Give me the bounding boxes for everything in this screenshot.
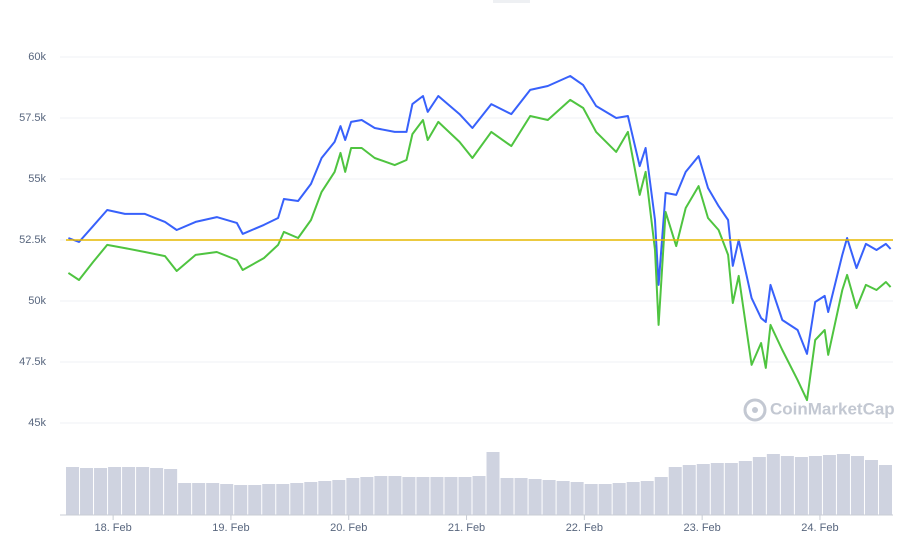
volume-bar: [780, 456, 794, 515]
volume-bar: [808, 456, 822, 515]
volume-bar: [192, 483, 206, 515]
volume-bar: [94, 468, 108, 515]
volume-bar: [570, 482, 584, 515]
y-tick-label: 50k: [28, 295, 46, 307]
volume-bar: [598, 484, 612, 515]
volume-bar: [668, 467, 682, 515]
volume-bar: [164, 469, 178, 515]
volume-bar: [458, 477, 472, 515]
volume-bar: [374, 476, 388, 515]
volume-bar: [724, 463, 738, 515]
volume-bar: [304, 482, 318, 515]
logo: [743, 398, 767, 422]
volume-bar: [766, 454, 780, 515]
watermark: CoinMarketCap: [770, 399, 895, 418]
price-line: [68, 75, 892, 355]
volume-bar: [430, 477, 444, 515]
volume-bar: [276, 484, 290, 515]
volume-bar: [416, 477, 430, 515]
x-tick-label: 19. Feb: [212, 522, 249, 534]
volume-bar: [486, 452, 500, 515]
volume-bar: [472, 476, 486, 515]
volume-bar: [794, 457, 808, 515]
volume-bar: [122, 467, 136, 515]
y-tick-label: 55k: [28, 173, 46, 185]
y-tick-label: 60k: [28, 51, 46, 63]
y-tick-label: 47.5k: [19, 356, 46, 368]
x-tick-label: 23. Feb: [683, 522, 720, 534]
x-tick-label: 24. Feb: [801, 522, 838, 534]
volume-bar: [360, 477, 374, 515]
volume-bar: [682, 465, 696, 515]
volume-bar: [206, 483, 220, 515]
volume-bar: [626, 482, 640, 515]
volume-bar: [654, 477, 668, 515]
volume-bar: [850, 456, 864, 515]
x-tick-label: 22. Feb: [566, 522, 603, 534]
x-tick-label: 18. Feb: [94, 522, 131, 534]
volume-bar: [640, 481, 654, 515]
volume-bar: [878, 465, 892, 515]
y-tick-label: 57.5k: [19, 112, 46, 124]
volume-bar: [584, 484, 598, 515]
volume-bar: [346, 478, 360, 515]
volume-bar: [136, 467, 150, 515]
volume-bar: [822, 455, 836, 515]
volume-bar: [738, 461, 752, 515]
volume-bar: [836, 454, 850, 515]
y-tick-label: 52.5k: [19, 234, 46, 246]
volume-bar: [178, 483, 192, 515]
volume-bar: [234, 485, 248, 515]
volume-bar: [262, 484, 276, 515]
volume-bar: [388, 476, 402, 515]
x-tick-label: 20. Feb: [330, 522, 367, 534]
volume-bar: [514, 478, 528, 515]
volume-bar: [696, 464, 710, 515]
volume-bar: [864, 460, 878, 515]
volume-bar: [402, 477, 416, 515]
y-tick-label: 45k: [28, 417, 46, 429]
volume-bar: [500, 478, 514, 515]
volume-bar: [556, 481, 570, 515]
volume-bar: [612, 483, 626, 515]
volume-bar: [66, 467, 80, 515]
volume-bar: [248, 485, 262, 515]
volume-bar: [710, 463, 724, 515]
x-tick-label: 21. Feb: [448, 522, 485, 534]
volume-bar: [290, 483, 304, 515]
volume-bar: [332, 480, 346, 515]
volume-bar: [108, 467, 122, 515]
volume-bar: [542, 480, 556, 515]
price-line: [67, 98, 892, 402]
top-handle: [493, 0, 530, 3]
volume-bar: [150, 468, 164, 515]
volume-bar: [444, 477, 458, 515]
volume-bar: [752, 457, 766, 515]
volume-bar: [318, 481, 332, 515]
volume-bar: [80, 468, 94, 515]
volume-bar: [220, 484, 234, 515]
volume-bar: [528, 479, 542, 515]
